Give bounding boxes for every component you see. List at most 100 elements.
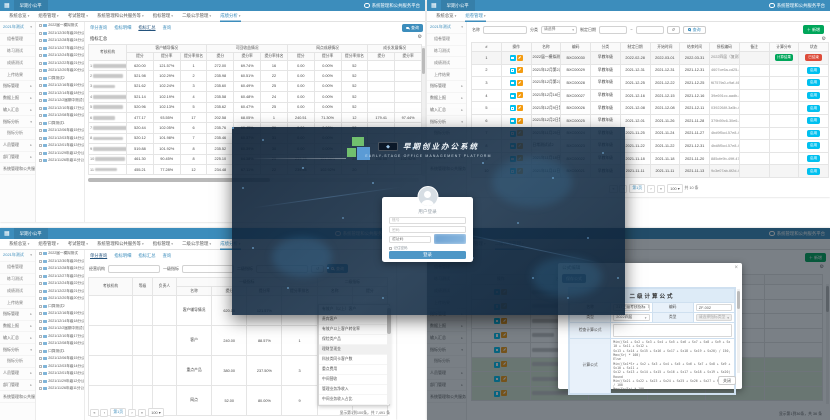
status-badge[interactable]: 启用 [807, 104, 821, 112]
checkbox[interactable] [38, 39, 42, 43]
tree-item[interactable]: 2021/12/2届期中测试试题 [37, 325, 84, 333]
tree-item[interactable]: 2021/12/10年级17分公司测试试题 [37, 105, 84, 113]
sidebar-item[interactable]: 组卷管理 [0, 34, 35, 46]
table-row[interactable]: 4 2021年12月16日第三期测试试题 BXC00027 早教年级 2021-… [471, 88, 829, 103]
sidebar-item[interactable]: 组卷管理 [0, 262, 35, 274]
status-badge[interactable]: 启用 [807, 129, 821, 137]
checkbox[interactable] [38, 267, 42, 271]
sidebar-item[interactable]: 上传结果 [0, 69, 35, 81]
checkbox[interactable] [38, 106, 42, 110]
checkbox[interactable] [38, 342, 42, 346]
tree-item[interactable]: 2021/11/26年级11分公司测试试题 [37, 385, 84, 393]
tree-item[interactable]: 2021/12/03年级14分公司测试试题 [37, 135, 84, 143]
l1-filter-input[interactable] [182, 264, 234, 273]
tree-item[interactable]: 2021/12/01年级13分公司测试试题 [37, 142, 84, 150]
checkbox[interactable] [38, 46, 42, 50]
edit-icon-button[interactable] [516, 67, 523, 74]
dropdown-option[interactable]: 管理业务净收入 [319, 385, 389, 395]
nav-item[interactable]: 成绩分析▾ [220, 11, 240, 22]
check-formula-textarea[interactable] [613, 324, 732, 337]
code-input[interactable]: ZF-002 [695, 304, 732, 311]
checkbox[interactable] [38, 31, 42, 35]
view-icon-button[interactable] [509, 67, 516, 74]
dropdown-option[interactable]: 科技类同卡客户数 [319, 355, 389, 365]
dialog-scrollbar[interactable] [736, 289, 740, 373]
nav-item[interactable]: 系统总览▾ [9, 241, 30, 246]
tree-item[interactable]: 2021/12/14年级18分公司测试试题 [37, 318, 84, 326]
captcha-input[interactable] [389, 235, 431, 243]
nav-item[interactable]: 系统总览▾ [9, 13, 30, 18]
vertical-scrollbar[interactable] [421, 46, 425, 176]
app-menu-icon[interactable]: ▦ [4, 3, 10, 9]
checkbox[interactable] [38, 274, 42, 278]
org-filter-input[interactable] [108, 264, 160, 273]
tree-item[interactable]: 2022届一模拟测试 [37, 22, 84, 30]
nav-item[interactable]: 组卷管理 ▾ [38, 241, 59, 246]
topbar-tab[interactable]: 早期小公平 [440, 0, 475, 11]
page-prev[interactable]: ‹ [100, 408, 109, 417]
close-icon[interactable]: × [734, 265, 738, 271]
status-badge[interactable]: 启用 [807, 79, 821, 87]
tree-item[interactable]: 2021/12/24年级22分公司测试试题 [37, 52, 84, 60]
date-from-input[interactable] [599, 25, 627, 34]
view-icon-button[interactable] [509, 118, 516, 125]
sidebar-item[interactable]: 输入汇总▸ [0, 332, 35, 345]
nav-item[interactable]: 系统管理和公共服务等 ▾ [97, 241, 144, 246]
checkbox[interactable] [38, 387, 42, 391]
gear-icon[interactable]: ⚙ [417, 34, 422, 40]
checkbox[interactable] [38, 289, 42, 293]
reset-button[interactable]: ↺ [666, 25, 680, 34]
status-badge[interactable]: 启用 [807, 66, 821, 74]
checkbox[interactable] [38, 144, 42, 148]
nav-item[interactable]: 指标管理▾ [152, 241, 174, 246]
dropdown-option[interactable]: 重点费用 [319, 365, 389, 375]
checkbox[interactable] [38, 91, 42, 95]
nav-item[interactable]: 二级公示管理▾ [182, 13, 212, 18]
checkbox[interactable] [38, 76, 42, 80]
gear-icon[interactable]: ⚙ [821, 36, 826, 42]
checkbox[interactable] [38, 114, 42, 118]
checkbox[interactable] [38, 327, 42, 331]
nav-item[interactable]: 组卷管理 ▾ [465, 11, 485, 22]
sidebar-item[interactable]: 2021年测试▾ [0, 22, 35, 34]
tree-item[interactable]: 2021/12/2届期中测试试题 [37, 97, 84, 105]
remember-checkbox[interactable] [389, 246, 392, 250]
sidebar-item[interactable]: 数据上报▸ [0, 321, 35, 333]
sidebar-item[interactable]: 成绩测试 [427, 57, 466, 70]
tree-item[interactable]: 2022届一模拟测试 [37, 250, 84, 258]
table-row[interactable]: 3 521.62 102.24% 3 235.60 60.49% 25 0.00 0.00… [88, 80, 422, 93]
checkbox[interactable] [38, 379, 42, 383]
dropdown-option[interactable]: 贵宾客户 [319, 315, 389, 325]
sidebar-item[interactable]: 成绩测试 [0, 285, 35, 298]
page-next[interactable]: › [646, 184, 655, 193]
tree-item[interactable]: 2021/12/16年级19分公司测试试题 [37, 82, 84, 90]
category-select[interactable]: 请选择 ▾ [541, 25, 577, 34]
sidebar-item[interactable]: 成绩测试 [0, 57, 35, 70]
checkbox[interactable] [38, 151, 42, 155]
table-row[interactable]: 重点产品 380.00 237.50% 3 [88, 355, 389, 386]
edit-icon-button[interactable] [516, 117, 523, 124]
view-tab[interactable]: 查询 [162, 25, 172, 30]
view-icon-button[interactable] [509, 92, 516, 99]
checkbox[interactable] [38, 99, 42, 103]
tree-item[interactable]: 2021/12/06年级15分公司测试试题 [37, 355, 84, 363]
tree-item[interactable]: 口算测试2 [37, 75, 84, 83]
tree-item[interactable]: 2021/11/26年级11分公司测试试题 [37, 157, 84, 165]
table-row[interactable]: 1 2022届一模拟测试 BXC00030 早教年级 2022-02-28 20… [471, 51, 829, 65]
checkbox[interactable] [38, 319, 42, 323]
calc-result-button[interactable]: 计算结果 [774, 54, 793, 62]
view-tab[interactable]: 单分查询 [90, 25, 108, 30]
tree-item[interactable]: 2021/12/08年级16分公司测试试题 [37, 340, 84, 348]
sidebar-item[interactable]: 指标管理▸ [427, 81, 466, 93]
table-row[interactable]: 1 620.00 121.57% 1 272.00 69.74% 16 0.00 0.00… [88, 59, 422, 72]
checkbox[interactable] [38, 364, 42, 368]
view-tab[interactable]: 单分查询 [90, 253, 108, 258]
tree-item[interactable]: 2021/12/08年级16分公司测试试题 [37, 112, 84, 120]
table-row[interactable]: 2 2021年12月第2次周四测试试题 BXC00029 早教年级 2021-1… [471, 63, 829, 78]
tree-item[interactable]: 2021/11/29年级12分公司测试试题 [37, 150, 84, 158]
captcha-image[interactable] [434, 234, 466, 244]
account-input[interactable] [389, 216, 466, 224]
view-tab[interactable]: 指标汇总 [138, 253, 156, 258]
table-row[interactable]: 6 2021年12月2日第一期测试试题 BXC00025 早教年级 2021-1… [471, 113, 829, 128]
sidebar-item[interactable]: 指标分析 [0, 128, 35, 140]
